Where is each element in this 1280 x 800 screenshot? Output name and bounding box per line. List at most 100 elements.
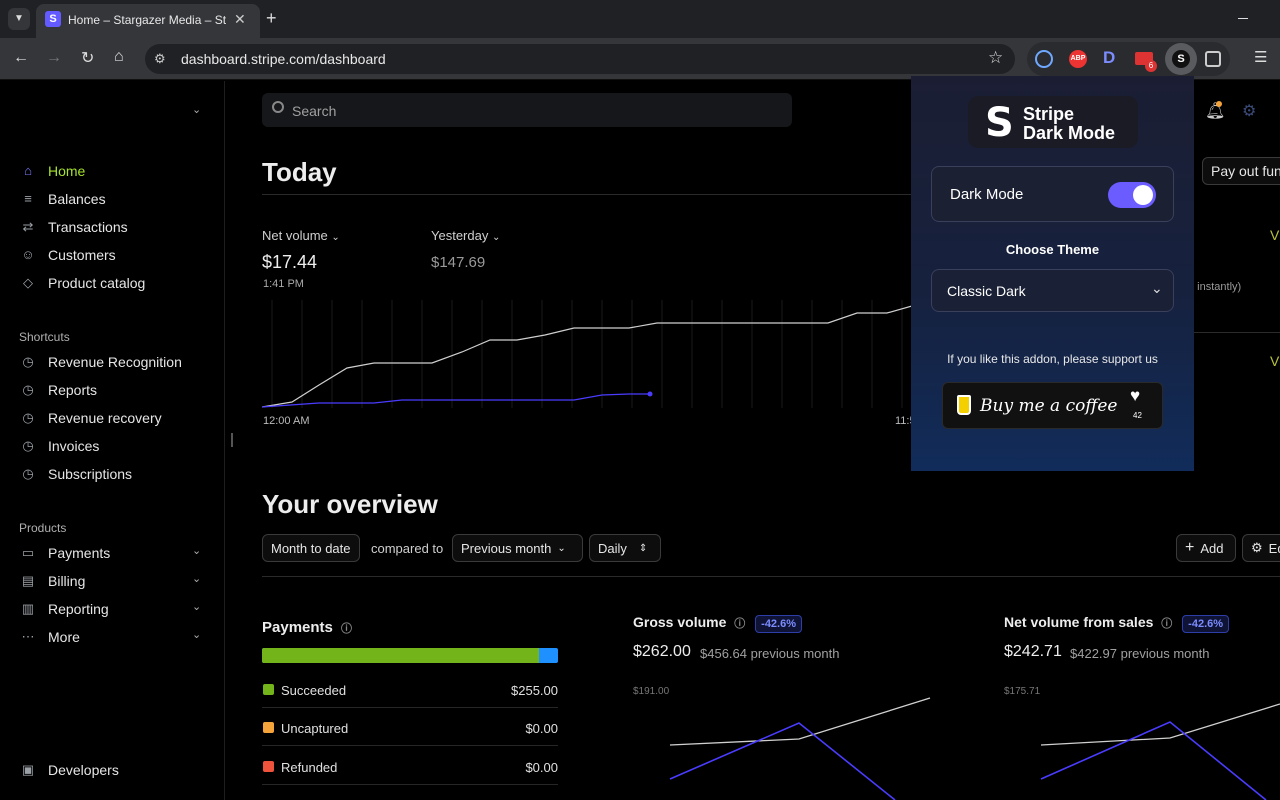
payments-row-value: $255.00: [511, 683, 558, 698]
chart-start-label: 12:00 AM: [263, 415, 310, 427]
add-chart-button[interactable]: + Add: [1176, 534, 1236, 562]
buy-me-a-coffee-button[interactable]: Buy me a coffee ♥ 42: [942, 382, 1163, 429]
sidebar-resize-handle[interactable]: [231, 433, 233, 447]
terminal-icon: ▣: [21, 762, 35, 777]
extensions-puzzle-icon[interactable]: [1205, 51, 1221, 67]
yesterday-dropdown[interactable]: Yesterday ⌄: [431, 228, 500, 243]
tab-list-dropdown-icon[interactable]: ▼: [8, 8, 30, 30]
site-info-icon[interactable]: ⚙: [154, 51, 166, 66]
chevron-down-icon: ⌄: [491, 232, 501, 243]
more-chevron-icon[interactable]: ⌄: [192, 629, 202, 641]
notifications-bell-icon[interactable]: 🔔︎: [1205, 103, 1226, 120]
reading-list-icon[interactable]: ☰: [1254, 49, 1268, 66]
address-bar[interactable]: ⚙ dashboard.stripe.com/dashboard ☆: [145, 44, 1015, 74]
browser-tab[interactable]: S Home – Stargazer Media – Strip ✕: [36, 4, 260, 38]
sidebar-item-invoices[interactable]: ◷ Invoices: [20, 434, 99, 458]
chevron-down-icon: ⌄: [1151, 280, 1163, 296]
adblock-extension-icon[interactable]: ABP: [1069, 50, 1087, 68]
account-switcher-chevron-icon[interactable]: ⌄: [192, 104, 202, 116]
theme-select-value: Classic Dark: [947, 283, 1026, 299]
sidebar-item-label: Invoices: [48, 438, 100, 454]
sidebar-item-developers[interactable]: ▣ Developers: [20, 758, 119, 782]
gross-volume-title: Gross volume: [633, 614, 727, 630]
today-title: Today: [262, 157, 337, 187]
sidebar-item-billing[interactable]: ▤ Billing: [20, 569, 86, 593]
reporting-chevron-icon[interactable]: ⌄: [192, 601, 202, 613]
billing-chevron-icon[interactable]: ⌄: [192, 573, 202, 585]
info-icon[interactable]: ⓘ: [734, 618, 746, 630]
home-browser-icon[interactable]: ⌂: [114, 48, 124, 65]
right-panel-partial-link-1[interactable]: V: [1270, 227, 1280, 243]
date-range-filter[interactable]: Month to date: [262, 534, 360, 562]
tab-close-icon[interactable]: ✕: [234, 11, 246, 27]
chart-end-label: 11:5: [895, 415, 916, 427]
gross-volume-current-line: [669, 722, 896, 800]
catalog-icon: ◇: [23, 275, 33, 290]
forward-icon[interactable]: →: [46, 49, 62, 66]
support-text: If you like this addon, please support u…: [947, 352, 1158, 366]
minimize-icon[interactable]: [1238, 18, 1248, 19]
sidebar-item-subscriptions[interactable]: ◷ Subscriptions: [20, 462, 132, 486]
edit-charts-button[interactable]: ⚙ Ed: [1242, 534, 1280, 562]
vpn-extension-icon[interactable]: [1035, 50, 1053, 68]
sidebar-item-label: Payments: [48, 545, 111, 561]
coffee-cup-icon: [957, 395, 971, 415]
pay-out-funds-button[interactable]: Pay out fun: [1202, 157, 1280, 185]
sidebar-item-product-catalog[interactable]: ◇ Product catalog: [20, 271, 145, 295]
net-sales-change-badge: -42.6%: [1182, 615, 1230, 633]
sidebar-item-label: Reports: [48, 382, 98, 398]
right-panel-partial-link-2[interactable]: V: [1270, 353, 1280, 369]
info-icon[interactable]: ⓘ: [341, 623, 353, 635]
net-volume-value: $17.44: [262, 252, 318, 272]
uncaptured-dot: [263, 722, 274, 733]
sidebar-item-revenue-recovery[interactable]: ◷ Revenue recovery: [20, 406, 161, 430]
gear-icon[interactable]: ⚙: [1242, 103, 1257, 120]
interval-value: Daily: [598, 540, 627, 556]
back-icon[interactable]: ←: [13, 49, 29, 66]
reload-icon[interactable]: ↻: [81, 50, 95, 67]
customers-icon: ☺: [21, 247, 35, 262]
sidebar-item-customers[interactable]: ☺ Customers: [20, 243, 116, 267]
sidebar-item-home[interactable]: ⌂ Home: [20, 159, 85, 183]
clock-icon: ◷: [22, 438, 34, 453]
browser-tab-bar: ▼ S Home – Stargazer Media – Strip ✕ +: [0, 0, 1280, 38]
sidebar-item-payments[interactable]: ▭ Payments: [20, 541, 110, 565]
sidebar-item-reports[interactable]: ◷ Reports: [20, 378, 97, 402]
payments-status-bar: [262, 648, 558, 663]
sidebar-item-revenue-recognition[interactable]: ◷ Revenue Recognition: [20, 350, 182, 374]
sidebar-item-reporting[interactable]: ▥ Reporting: [20, 597, 109, 621]
sidebar-item-more[interactable]: ⋯ More: [20, 625, 80, 649]
info-icon[interactable]: ⓘ: [1161, 618, 1173, 630]
theme-select[interactable]: Classic Dark ⌄: [931, 269, 1174, 312]
net-volume-dropdown[interactable]: Net volume ⌄: [262, 228, 340, 243]
payments-row-uncaptured[interactable]: Uncaptured $0.00: [262, 718, 558, 746]
new-tab-icon[interactable]: +: [266, 8, 277, 28]
gross-volume-previous-line: [669, 697, 931, 746]
payments-row-succeeded[interactable]: Succeeded $255.00: [262, 680, 558, 708]
gross-volume-value: $262.00: [633, 643, 691, 660]
sidebar-item-label: Customers: [48, 247, 116, 263]
bookmark-star-icon[interactable]: ☆: [988, 48, 1004, 67]
balances-icon: ≡: [24, 191, 32, 206]
chevron-down-icon: ⌄: [331, 232, 340, 243]
today-chart: [262, 300, 912, 408]
payments-chevron-icon[interactable]: ⌄: [192, 545, 202, 557]
net-sales-chart: [1040, 703, 1280, 800]
net-sales-previous-line: [1040, 703, 1280, 746]
heart-icon: ♥: [1130, 386, 1141, 405]
sidebar-item-label: Reporting: [48, 601, 109, 617]
url-text: dashboard.stripe.com/dashboard: [181, 51, 386, 67]
compare-period-select[interactable]: Previous month ⌄: [452, 534, 583, 562]
sidebar-item-balances[interactable]: ≡ Balances: [20, 187, 105, 211]
today-series-line: [262, 393, 650, 408]
yesterday-value: $147.69: [431, 254, 486, 271]
stripe-favicon-icon: S: [45, 11, 61, 27]
payments-row-refunded[interactable]: Refunded $0.00: [262, 757, 558, 785]
sidebar-item-transactions[interactable]: ⇄ Transactions: [20, 215, 128, 239]
search-input[interactable]: Search: [262, 93, 792, 127]
d-extension-icon[interactable]: D: [1103, 48, 1116, 67]
stripe-dark-mode-extension-icon[interactable]: S: [1165, 43, 1197, 75]
stripe-logo-s-icon: S: [985, 100, 1014, 146]
interval-select[interactable]: Daily ⇕: [589, 534, 661, 562]
dark-mode-toggle[interactable]: [1108, 182, 1156, 208]
